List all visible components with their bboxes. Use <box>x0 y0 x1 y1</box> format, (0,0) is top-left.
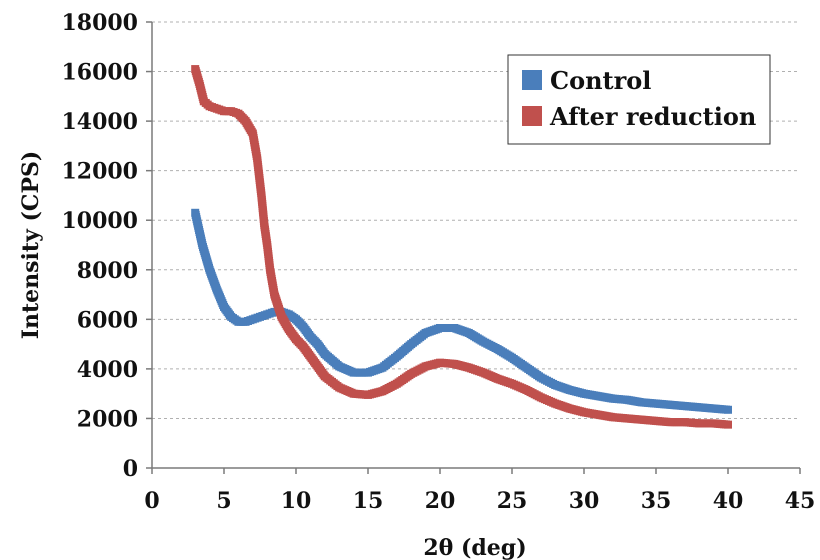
x-tick-label: 30 <box>569 488 600 514</box>
y-axis-title: Intensity (CPS) <box>18 151 44 340</box>
y-tick-label: 16000 <box>61 60 138 86</box>
x-tick-label: 10 <box>281 488 312 514</box>
y-tick-label: 12000 <box>61 159 138 185</box>
legend-box <box>507 54 771 145</box>
y-tick-label: 10000 <box>61 208 138 234</box>
y-tick-label: 14000 <box>61 109 138 135</box>
x-tick-label: 45 <box>785 488 816 514</box>
y-tick-label: 4000 <box>77 357 138 383</box>
data-point <box>724 420 732 429</box>
legend-label-control: Control <box>550 66 651 95</box>
x-tick-label: 15 <box>353 488 384 514</box>
y-tick-label: 2000 <box>77 406 138 432</box>
y-tick-label: 18000 <box>61 10 138 36</box>
data-point <box>724 405 732 414</box>
legend: Control After reduction <box>507 54 771 145</box>
axes <box>146 21 801 474</box>
legend-swatch-control <box>522 70 542 90</box>
x-axis-title: 2θ (deg) <box>423 535 526 560</box>
x-tick-label: 20 <box>425 488 456 514</box>
y-tick-label: 0 <box>123 456 138 482</box>
legend-label-after-reduction: After reduction <box>549 102 756 131</box>
y-tick-label: 6000 <box>77 307 138 333</box>
legend-swatch-after-reduction <box>522 106 542 126</box>
series-control <box>191 208 732 414</box>
y-tick-label: 8000 <box>77 258 138 284</box>
x-tick-label: 0 <box>144 488 159 514</box>
x-tick-label: 40 <box>713 488 744 514</box>
x-tick-label: 25 <box>497 488 528 514</box>
series-layer <box>191 65 732 429</box>
x-tick-label: 35 <box>641 488 672 514</box>
series-after-reduction <box>191 65 732 429</box>
x-tick-label: 5 <box>216 488 231 514</box>
tick-labels: 0 2000 4000 6000 8000 10000 12000 14000 16000 180… <box>61 10 815 514</box>
